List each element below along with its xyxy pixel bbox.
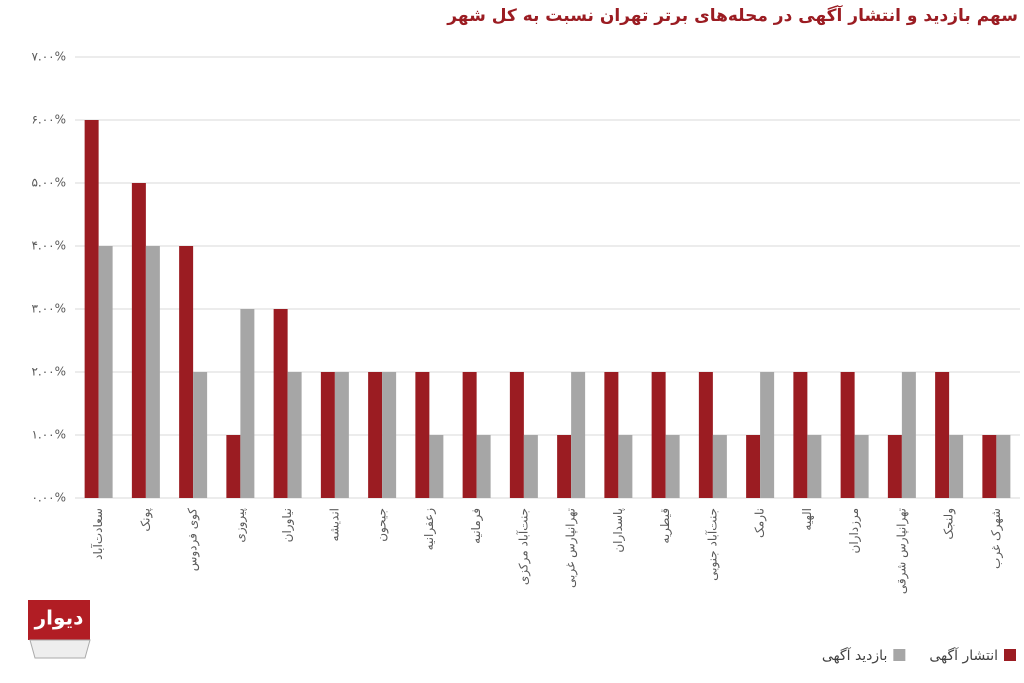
bar [854,435,869,498]
bar [523,435,538,498]
x-tick-label: پیروزی [233,508,248,543]
bar [760,372,775,498]
x-tick-label: نیاوران [280,508,295,542]
bar [193,372,208,498]
y-tick-label: ۰.۰۰% [31,491,66,505]
bar [320,372,335,498]
bar [429,435,444,498]
bar [604,372,619,498]
y-tick-label: ۵.۰۰% [31,176,66,190]
bar [240,309,255,498]
x-tick-label: کوی فردوس [186,508,201,572]
bar [651,372,666,498]
x-tick-label: نارمک [753,508,768,538]
bar [887,435,902,498]
x-tick-label: جنت‌آباد جنوبی [704,508,720,581]
bar [98,246,113,498]
bar [557,435,572,498]
x-tick-label: جیحون [375,508,390,542]
x-tick-label: ولنجک [942,508,957,540]
bar [712,435,727,498]
bar [462,372,477,498]
bar [131,183,146,498]
y-tick-label: ۶.۰۰% [31,113,66,127]
legend-label: انتشار آگهی [929,647,998,664]
bar [382,372,397,498]
bar [415,372,430,498]
bar [476,435,491,498]
bar [273,309,288,498]
y-tick-label: ۷.۰۰% [31,50,66,64]
x-tick-label: مرزداران [847,508,862,553]
bar [840,372,855,498]
bar [793,372,808,498]
x-tick-label: زعفرانیه [422,508,437,551]
y-tick-label: ۲.۰۰% [31,365,66,379]
bar [287,372,302,498]
bar [145,246,160,498]
x-tick-label: پونک [138,508,153,532]
bar [509,372,524,498]
x-tick-label: فرمانیه [469,508,484,544]
bar [179,246,194,498]
x-tick-label: قیطریه [658,508,673,544]
legend-label: بازدید آگهی [822,647,888,664]
legend-swatch [1004,649,1016,661]
x-tick-label: سعادت‌آباد [90,508,105,560]
bar [807,435,822,498]
bar [368,372,383,498]
logo: دیوار [28,600,91,659]
x-tick-label: تهرانپارس غربی [564,508,579,588]
bar [949,435,964,498]
bar [618,435,633,498]
logo-box [28,600,90,640]
y-tick-label: ۳.۰۰% [31,302,66,316]
y-tick-label: ۱.۰۰% [31,428,66,442]
x-tick-label: الهیه [800,508,814,531]
bar [901,372,916,498]
bar [996,435,1011,498]
y-tick-label: ۴.۰۰% [31,239,66,253]
bar [571,372,586,498]
bar [226,435,241,498]
x-tick-label: اندیشه [327,508,341,541]
bar [84,120,99,498]
chart-title: سهم بازدید و انتشار آگهی در محله‌های برت… [446,4,1018,26]
x-tick-label: جنت‌آباد مرکزی [515,508,531,585]
legend-swatch [893,649,906,661]
bar [746,435,761,498]
x-tick-label: پاسداران [611,508,626,553]
bar [334,372,349,498]
logo-text: دیوار [34,606,84,630]
x-tick-label: تهرانپارس شرقی [894,508,909,594]
bar [982,435,997,498]
bar [665,435,680,498]
x-tick-label: شهرک غرب [989,508,1004,569]
bar [935,372,950,498]
logo-base [29,639,91,659]
bar [698,372,713,498]
